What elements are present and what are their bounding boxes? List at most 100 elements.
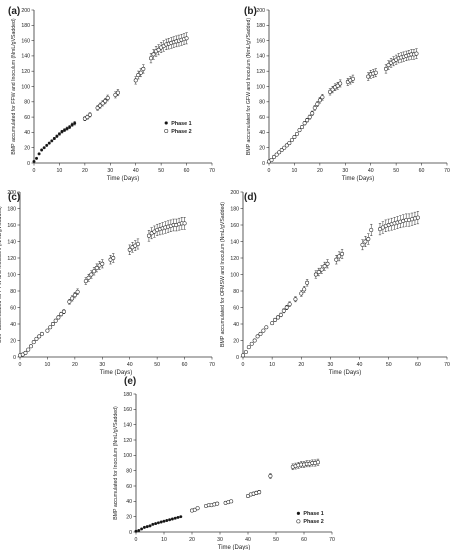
data-point [195,506,200,511]
data-point [89,272,94,277]
y-tick-label: 140 [256,54,265,60]
x-tick-label: 40 [357,362,363,368]
legend-label: Phase 1 [303,511,323,517]
x-tick-label: 60 [415,362,421,368]
data-point [67,299,72,304]
data-point [145,525,149,529]
y-tick-label: 120 [230,256,239,262]
data-point [52,137,56,140]
data-point [373,70,378,75]
x-tick-label: 70 [444,362,450,368]
data-point [68,125,72,129]
panel-label: (c) [8,192,20,203]
data-point [28,344,33,349]
data-point [32,159,36,163]
data-point [100,101,105,106]
data-point [133,78,138,83]
y-tick-label: 0 [27,161,30,167]
data-point [94,265,99,270]
y-tick-label: 140 [21,54,30,60]
data-point [137,528,141,532]
data-point [154,522,158,526]
data-point [127,247,132,252]
panel-a: (a) 0 10 20 30 40 50 60 70 0 20 40 60 80 100 120 140 160… [8,6,215,182]
data-point [70,123,74,127]
y-tick-label: 100 [7,272,16,278]
x-axis-title: Time (Days) [218,545,250,550]
data-point [297,128,302,133]
data-point [277,150,282,155]
data-point [273,317,278,322]
legend-label: Phase 1 [171,121,191,127]
data-point [159,520,163,524]
x-tick-label: 40 [127,362,133,368]
data-point [320,95,325,100]
x-tick-label: 20 [189,537,195,543]
y-axis-title: BMP accumulated for Inoculum (NmL/gVSadd… [113,406,119,520]
data-point [173,516,177,520]
x-tick-label: 30 [107,168,113,174]
data-point [386,63,391,68]
data-point [369,227,374,232]
data-point [59,312,64,317]
y-tick-label: 40 [233,322,239,328]
data-point [328,89,333,94]
y-tick-label: 120 [7,256,16,262]
data-point [98,103,103,108]
x-tick-label: 0 [268,168,271,174]
data-point [312,105,317,110]
data-point [255,334,260,339]
y-tick-label: 40 [24,130,30,136]
x-tick-label: 70 [209,362,215,368]
data-point [383,66,388,71]
panel-label: (a) [8,6,20,17]
data-point [61,309,66,314]
y-tick-label: 180 [123,392,132,398]
y-tick-label: 180 [7,206,16,212]
data-point [252,338,257,343]
data-point [179,515,183,519]
plot-area: 0 10 20 30 40 50 60 70 0 20 40 60 80 100 120 140 160 180 T… [113,392,335,550]
data-point [241,353,245,358]
x-tick-label: 10 [292,168,298,174]
y-tick-label: 100 [230,272,239,278]
y-tick-label: 160 [123,407,132,413]
data-point [136,73,141,78]
x-axis-title: Time (Days) [329,370,361,376]
x-tick-label: 40 [245,537,251,543]
data-point [335,83,340,88]
data-point [146,233,151,238]
y-tick-label: 200 [256,8,265,14]
x-tick-label: 0 [242,362,245,368]
data-point [246,345,251,350]
data-point [100,261,105,266]
x-tick-label: 40 [368,168,374,174]
data-point [294,131,299,136]
data-point [282,145,287,150]
data-point [31,340,36,345]
data-point [264,325,269,330]
x-tick-label: 70 [444,168,450,174]
data-point [182,221,187,226]
data-point [334,257,339,262]
data-point [272,154,277,159]
x-axis-title: Time (Days) [100,370,132,376]
data-point [92,269,97,274]
data-point [249,341,254,346]
data-point [165,519,169,522]
data-point [151,522,155,526]
data-point [229,499,234,504]
x-tick-label: 20 [72,362,78,368]
data-point [292,135,297,139]
y-tick-label: 40 [259,130,265,136]
y-tick-label: 60 [10,305,16,311]
y-tick-label: 40 [10,322,16,328]
x-tick-label: 20 [298,362,304,368]
y-tick-label: 160 [21,38,30,44]
data-point [215,501,220,506]
legend-label: Phase 2 [171,129,191,135]
data-point [53,318,58,323]
y-tick-label: 0 [129,530,132,536]
data-point [340,251,345,256]
data-point [293,297,298,302]
